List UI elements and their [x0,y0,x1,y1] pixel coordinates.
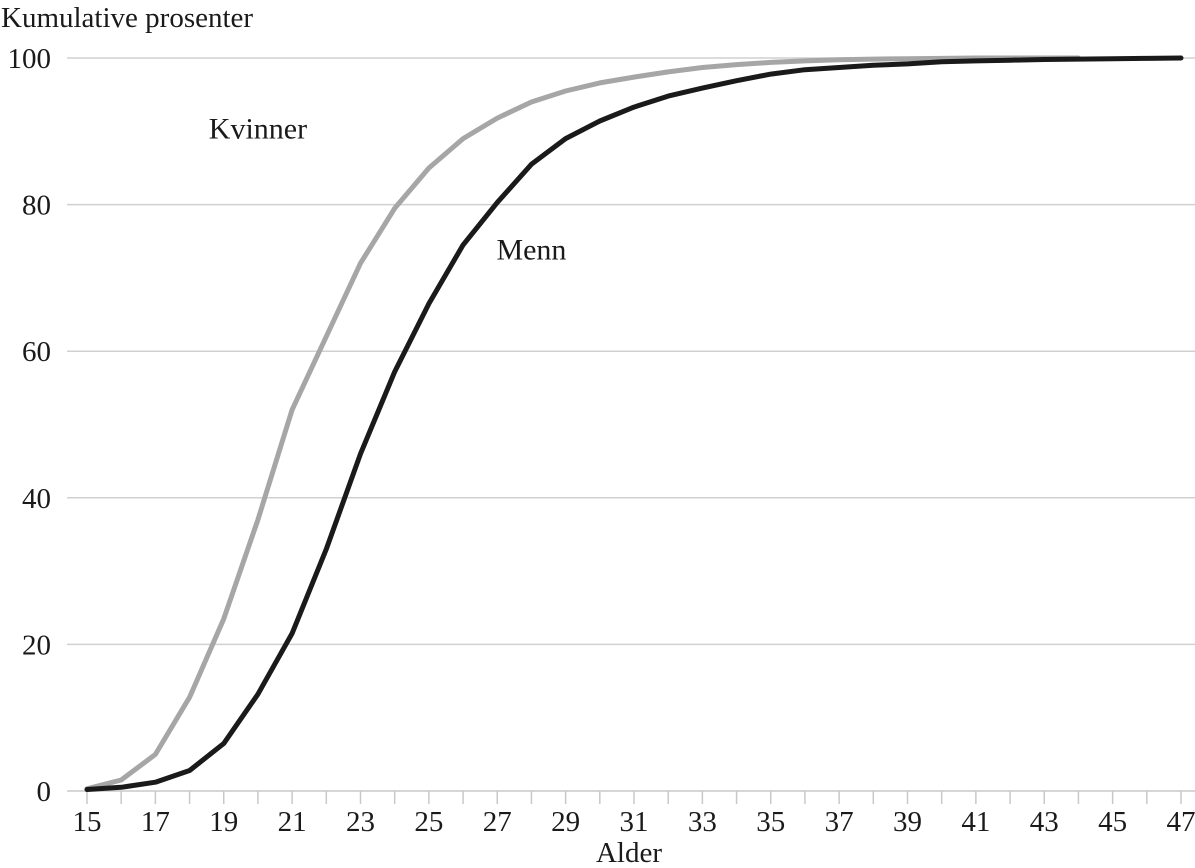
x-tick-label: 35 [756,806,785,838]
x-tick-label: 21 [278,806,307,838]
x-tick-label: 41 [961,806,990,838]
x-tick-label: 45 [1098,806,1127,838]
y-tick-label: 60 [22,336,51,368]
x-tick-labels: 15 17 19 21 23 25 27 29 31 33 35 37 39 41 43 45 47 [73,806,1195,838]
x-tick-label: 23 [346,806,375,838]
x-axis-title: Alder [596,837,662,868]
x-tick-label: 31 [620,806,649,838]
line-menn [84,55,1184,792]
gridlines [67,57,1195,646]
series-label-menn: Menn [496,234,566,267]
x-tick-label: 39 [893,806,922,838]
x-tick-label: 33 [688,806,717,838]
y-tick-label: 0 [37,776,52,808]
x-tick-label: 15 [73,806,102,838]
x-tick-label: 43 [1030,806,1059,838]
series-label-kvinner: Kvinner [209,113,307,146]
y-tick-label: 20 [22,629,51,661]
x-tick-label: 19 [209,806,238,838]
y-tick-label: 40 [22,483,51,515]
y-axis-title: Kumulative prosenter [1,2,253,34]
y-tick-labels: 0 20 40 60 80 100 [8,43,52,808]
y-tick-label: 100 [8,43,52,75]
series-labels: Kvinner Menn [209,113,567,267]
x-tick-label: 37 [825,806,854,838]
x-tick-label: 47 [1167,806,1195,838]
x-tick-label: 27 [483,806,512,838]
line-kvinner [84,55,1081,792]
x-tick-label: 29 [551,806,580,838]
y-tick-label: 80 [22,190,51,222]
x-axis [67,790,1195,804]
series-lines [84,55,1184,792]
x-tick-label: 25 [414,806,443,838]
x-tick-label: 17 [141,806,170,838]
